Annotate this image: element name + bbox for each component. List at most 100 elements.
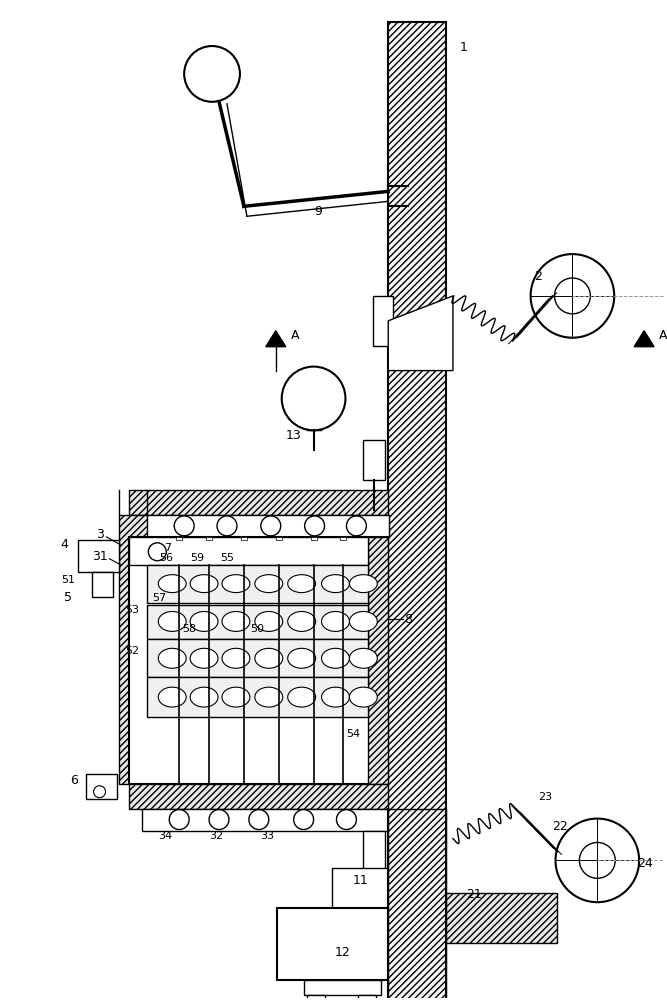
- Text: 7: 7: [163, 543, 171, 553]
- Circle shape: [305, 516, 325, 536]
- Bar: [331, 868, 390, 908]
- Ellipse shape: [350, 611, 378, 631]
- Ellipse shape: [222, 575, 250, 593]
- Bar: [368, 537, 388, 784]
- Text: 33: 33: [260, 831, 273, 841]
- Bar: [303, 980, 382, 995]
- Bar: [388, 22, 446, 819]
- Text: A: A: [291, 329, 299, 342]
- Bar: [364, 831, 386, 870]
- Bar: [129, 537, 388, 784]
- Circle shape: [580, 842, 615, 878]
- Text: 2: 2: [534, 270, 542, 283]
- Circle shape: [281, 367, 346, 430]
- Text: 13: 13: [285, 429, 301, 442]
- Ellipse shape: [190, 687, 218, 707]
- Text: 50: 50: [250, 624, 264, 634]
- Ellipse shape: [222, 648, 250, 668]
- Bar: [374, 296, 394, 346]
- Bar: [241, 537, 247, 540]
- Bar: [129, 784, 388, 809]
- Polygon shape: [388, 296, 453, 371]
- Circle shape: [209, 810, 229, 830]
- Bar: [277, 908, 408, 980]
- Bar: [311, 537, 317, 540]
- Text: 5: 5: [63, 591, 71, 604]
- Bar: [275, 537, 281, 540]
- Circle shape: [93, 786, 105, 798]
- Bar: [340, 537, 346, 540]
- Text: 31: 31: [91, 550, 107, 563]
- Bar: [129, 490, 388, 515]
- Bar: [91, 572, 113, 597]
- Bar: [364, 440, 386, 480]
- Bar: [119, 515, 147, 784]
- Bar: [147, 605, 368, 639]
- Text: 4: 4: [61, 538, 69, 551]
- Ellipse shape: [255, 687, 283, 707]
- Bar: [307, 995, 325, 1000]
- Circle shape: [554, 278, 590, 314]
- Circle shape: [261, 516, 281, 536]
- Text: 54: 54: [346, 729, 360, 739]
- Bar: [85, 774, 117, 799]
- Text: 55: 55: [220, 553, 234, 563]
- Text: 56: 56: [159, 553, 173, 563]
- Text: 32: 32: [209, 831, 223, 841]
- Ellipse shape: [222, 687, 250, 707]
- Ellipse shape: [287, 648, 315, 668]
- Ellipse shape: [321, 687, 350, 707]
- Text: 6: 6: [70, 774, 77, 787]
- Ellipse shape: [287, 687, 315, 707]
- Circle shape: [336, 810, 356, 830]
- Ellipse shape: [350, 575, 378, 593]
- Ellipse shape: [350, 687, 378, 707]
- Polygon shape: [266, 331, 285, 347]
- Bar: [142, 515, 390, 537]
- Ellipse shape: [321, 648, 350, 668]
- Ellipse shape: [158, 648, 186, 668]
- Bar: [206, 537, 212, 540]
- Text: 59: 59: [190, 553, 204, 563]
- Text: 58: 58: [182, 624, 196, 634]
- Bar: [147, 677, 368, 717]
- Ellipse shape: [158, 575, 186, 593]
- Ellipse shape: [222, 611, 250, 631]
- Ellipse shape: [190, 648, 218, 668]
- Text: 24: 24: [637, 857, 653, 870]
- Circle shape: [217, 516, 237, 536]
- Circle shape: [556, 819, 639, 902]
- Text: 21: 21: [466, 888, 482, 901]
- Text: 52: 52: [125, 646, 139, 656]
- Text: 8: 8: [404, 613, 412, 626]
- Bar: [147, 565, 368, 603]
- Text: 12: 12: [335, 946, 350, 959]
- Circle shape: [169, 810, 189, 830]
- Text: 11: 11: [352, 874, 368, 887]
- Circle shape: [148, 543, 166, 561]
- Text: 34: 34: [158, 831, 172, 841]
- Ellipse shape: [287, 611, 315, 631]
- Circle shape: [346, 516, 366, 536]
- Text: 23: 23: [538, 792, 553, 802]
- Text: 22: 22: [552, 820, 568, 833]
- Ellipse shape: [158, 687, 186, 707]
- Text: 51: 51: [61, 575, 75, 585]
- Bar: [438, 893, 558, 943]
- Ellipse shape: [350, 648, 378, 668]
- Polygon shape: [634, 331, 654, 347]
- Bar: [388, 809, 446, 1000]
- Circle shape: [249, 810, 269, 830]
- Circle shape: [184, 46, 240, 102]
- Text: 57: 57: [152, 593, 166, 603]
- Text: 9: 9: [315, 205, 323, 218]
- Ellipse shape: [255, 648, 283, 668]
- Ellipse shape: [255, 575, 283, 593]
- Bar: [176, 537, 182, 540]
- Ellipse shape: [321, 611, 350, 631]
- Text: 1: 1: [460, 41, 468, 54]
- Ellipse shape: [190, 575, 218, 593]
- Bar: [358, 995, 376, 1000]
- Bar: [147, 639, 368, 677]
- Ellipse shape: [321, 575, 350, 593]
